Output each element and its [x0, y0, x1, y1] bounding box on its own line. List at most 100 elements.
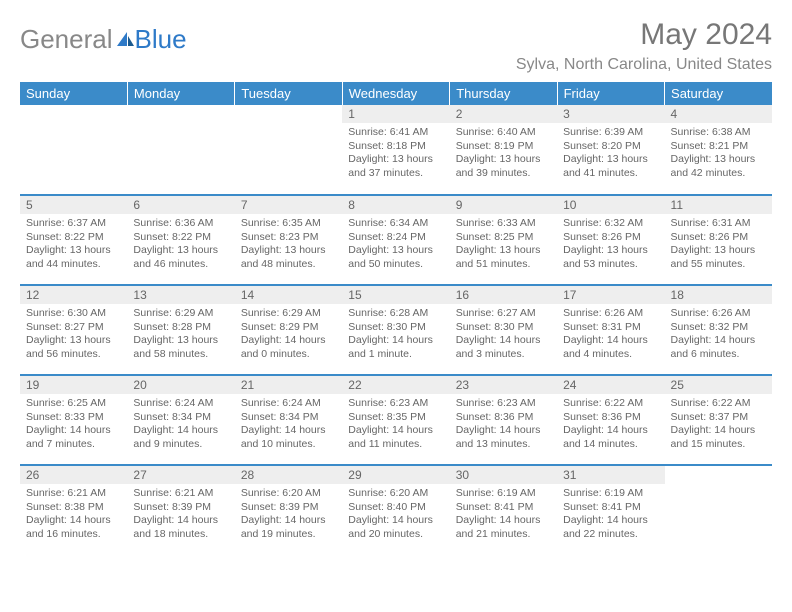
calendar-day-cell: 24Sunrise: 6:22 AMSunset: 8:36 PMDayligh…: [557, 375, 664, 465]
day-details: Sunrise: 6:19 AMSunset: 8:41 PMDaylight:…: [450, 484, 557, 545]
calendar-week-row: 26Sunrise: 6:21 AMSunset: 8:38 PMDayligh…: [20, 465, 772, 555]
day-number: [665, 466, 772, 484]
day-number: 23: [450, 376, 557, 394]
calendar-week-row: 5Sunrise: 6:37 AMSunset: 8:22 PMDaylight…: [20, 195, 772, 285]
day-number: 26: [20, 466, 127, 484]
header: General Blue May 2024 Sylva, North Carol…: [20, 18, 772, 74]
day-details: Sunrise: 6:32 AMSunset: 8:26 PMDaylight:…: [557, 214, 664, 275]
day-details: Sunrise: 6:24 AMSunset: 8:34 PMDaylight:…: [127, 394, 234, 455]
calendar-day-cell: [127, 105, 234, 195]
day-details: Sunrise: 6:33 AMSunset: 8:25 PMDaylight:…: [450, 214, 557, 275]
weekday-header: Thursday: [450, 82, 557, 105]
weekday-header: Wednesday: [342, 82, 449, 105]
day-details: Sunrise: 6:31 AMSunset: 8:26 PMDaylight:…: [665, 214, 772, 275]
day-number: 28: [235, 466, 342, 484]
day-number: 18: [665, 286, 772, 304]
calendar-table: SundayMondayTuesdayWednesdayThursdayFrid…: [20, 82, 772, 555]
calendar-day-cell: 11Sunrise: 6:31 AMSunset: 8:26 PMDayligh…: [665, 195, 772, 285]
calendar-week-row: 19Sunrise: 6:25 AMSunset: 8:33 PMDayligh…: [20, 375, 772, 465]
calendar-day-cell: 30Sunrise: 6:19 AMSunset: 8:41 PMDayligh…: [450, 465, 557, 555]
calendar-day-cell: 13Sunrise: 6:29 AMSunset: 8:28 PMDayligh…: [127, 285, 234, 375]
day-details: Sunrise: 6:22 AMSunset: 8:36 PMDaylight:…: [557, 394, 664, 455]
calendar-day-cell: 5Sunrise: 6:37 AMSunset: 8:22 PMDaylight…: [20, 195, 127, 285]
day-details: Sunrise: 6:20 AMSunset: 8:39 PMDaylight:…: [235, 484, 342, 545]
day-number: 22: [342, 376, 449, 394]
day-number: 2: [450, 105, 557, 123]
day-number: 10: [557, 196, 664, 214]
day-number: 16: [450, 286, 557, 304]
day-number: 20: [127, 376, 234, 394]
calendar-day-cell: 29Sunrise: 6:20 AMSunset: 8:40 PMDayligh…: [342, 465, 449, 555]
day-details: Sunrise: 6:36 AMSunset: 8:22 PMDaylight:…: [127, 214, 234, 275]
calendar-day-cell: 19Sunrise: 6:25 AMSunset: 8:33 PMDayligh…: [20, 375, 127, 465]
page-title: May 2024: [516, 18, 772, 52]
calendar-day-cell: 1Sunrise: 6:41 AMSunset: 8:18 PMDaylight…: [342, 105, 449, 195]
day-number: 19: [20, 376, 127, 394]
day-details: Sunrise: 6:21 AMSunset: 8:38 PMDaylight:…: [20, 484, 127, 545]
calendar-day-cell: 15Sunrise: 6:28 AMSunset: 8:30 PMDayligh…: [342, 285, 449, 375]
day-number: 1: [342, 105, 449, 123]
day-details: Sunrise: 6:38 AMSunset: 8:21 PMDaylight:…: [665, 123, 772, 184]
calendar-day-cell: 28Sunrise: 6:20 AMSunset: 8:39 PMDayligh…: [235, 465, 342, 555]
day-number: 4: [665, 105, 772, 123]
day-number: 11: [665, 196, 772, 214]
day-number: 12: [20, 286, 127, 304]
day-details: Sunrise: 6:29 AMSunset: 8:29 PMDaylight:…: [235, 304, 342, 365]
day-details: Sunrise: 6:24 AMSunset: 8:34 PMDaylight:…: [235, 394, 342, 455]
weekday-header: Tuesday: [235, 82, 342, 105]
calendar-day-cell: 25Sunrise: 6:22 AMSunset: 8:37 PMDayligh…: [665, 375, 772, 465]
calendar-day-cell: 27Sunrise: 6:21 AMSunset: 8:39 PMDayligh…: [127, 465, 234, 555]
weekday-header-row: SundayMondayTuesdayWednesdayThursdayFrid…: [20, 82, 772, 105]
calendar-day-cell: [235, 105, 342, 195]
calendar-day-cell: 26Sunrise: 6:21 AMSunset: 8:38 PMDayligh…: [20, 465, 127, 555]
day-details: Sunrise: 6:35 AMSunset: 8:23 PMDaylight:…: [235, 214, 342, 275]
day-number: 24: [557, 376, 664, 394]
calendar-day-cell: [665, 465, 772, 555]
calendar-day-cell: 9Sunrise: 6:33 AMSunset: 8:25 PMDaylight…: [450, 195, 557, 285]
day-details: Sunrise: 6:34 AMSunset: 8:24 PMDaylight:…: [342, 214, 449, 275]
day-details: Sunrise: 6:19 AMSunset: 8:41 PMDaylight:…: [557, 484, 664, 545]
calendar-week-row: 1Sunrise: 6:41 AMSunset: 8:18 PMDaylight…: [20, 105, 772, 195]
calendar-day-cell: 10Sunrise: 6:32 AMSunset: 8:26 PMDayligh…: [557, 195, 664, 285]
day-number: 27: [127, 466, 234, 484]
calendar-day-cell: 17Sunrise: 6:26 AMSunset: 8:31 PMDayligh…: [557, 285, 664, 375]
calendar-day-cell: 14Sunrise: 6:29 AMSunset: 8:29 PMDayligh…: [235, 285, 342, 375]
day-number: 25: [665, 376, 772, 394]
day-number: 13: [127, 286, 234, 304]
calendar-day-cell: 4Sunrise: 6:38 AMSunset: 8:21 PMDaylight…: [665, 105, 772, 195]
calendar-day-cell: 31Sunrise: 6:19 AMSunset: 8:41 PMDayligh…: [557, 465, 664, 555]
day-details: Sunrise: 6:26 AMSunset: 8:31 PMDaylight:…: [557, 304, 664, 365]
day-details: Sunrise: 6:30 AMSunset: 8:27 PMDaylight:…: [20, 304, 127, 365]
logo-prefix: General: [20, 24, 113, 55]
day-details: Sunrise: 6:29 AMSunset: 8:28 PMDaylight:…: [127, 304, 234, 365]
day-details: Sunrise: 6:27 AMSunset: 8:30 PMDaylight:…: [450, 304, 557, 365]
day-number: 21: [235, 376, 342, 394]
calendar-day-cell: 2Sunrise: 6:40 AMSunset: 8:19 PMDaylight…: [450, 105, 557, 195]
day-number: 17: [557, 286, 664, 304]
day-number: 7: [235, 196, 342, 214]
calendar-day-cell: 6Sunrise: 6:36 AMSunset: 8:22 PMDaylight…: [127, 195, 234, 285]
day-number: [127, 105, 234, 123]
calendar-week-row: 12Sunrise: 6:30 AMSunset: 8:27 PMDayligh…: [20, 285, 772, 375]
weekday-header: Friday: [557, 82, 664, 105]
calendar-body: 1Sunrise: 6:41 AMSunset: 8:18 PMDaylight…: [20, 105, 772, 555]
day-details: Sunrise: 6:40 AMSunset: 8:19 PMDaylight:…: [450, 123, 557, 184]
day-details: Sunrise: 6:39 AMSunset: 8:20 PMDaylight:…: [557, 123, 664, 184]
day-number: 15: [342, 286, 449, 304]
calendar-day-cell: 18Sunrise: 6:26 AMSunset: 8:32 PMDayligh…: [665, 285, 772, 375]
day-number: 29: [342, 466, 449, 484]
day-number: 5: [20, 196, 127, 214]
day-details: Sunrise: 6:28 AMSunset: 8:30 PMDaylight:…: [342, 304, 449, 365]
day-number: 3: [557, 105, 664, 123]
logo-suffix: Blue: [135, 24, 187, 55]
calendar-day-cell: 3Sunrise: 6:39 AMSunset: 8:20 PMDaylight…: [557, 105, 664, 195]
day-details: Sunrise: 6:23 AMSunset: 8:36 PMDaylight:…: [450, 394, 557, 455]
logo: General Blue: [20, 18, 187, 55]
day-number: 30: [450, 466, 557, 484]
day-details: Sunrise: 6:23 AMSunset: 8:35 PMDaylight:…: [342, 394, 449, 455]
calendar-day-cell: 22Sunrise: 6:23 AMSunset: 8:35 PMDayligh…: [342, 375, 449, 465]
day-details: Sunrise: 6:26 AMSunset: 8:32 PMDaylight:…: [665, 304, 772, 365]
calendar-day-cell: 7Sunrise: 6:35 AMSunset: 8:23 PMDaylight…: [235, 195, 342, 285]
location: Sylva, North Carolina, United States: [516, 56, 772, 74]
calendar-day-cell: 12Sunrise: 6:30 AMSunset: 8:27 PMDayligh…: [20, 285, 127, 375]
